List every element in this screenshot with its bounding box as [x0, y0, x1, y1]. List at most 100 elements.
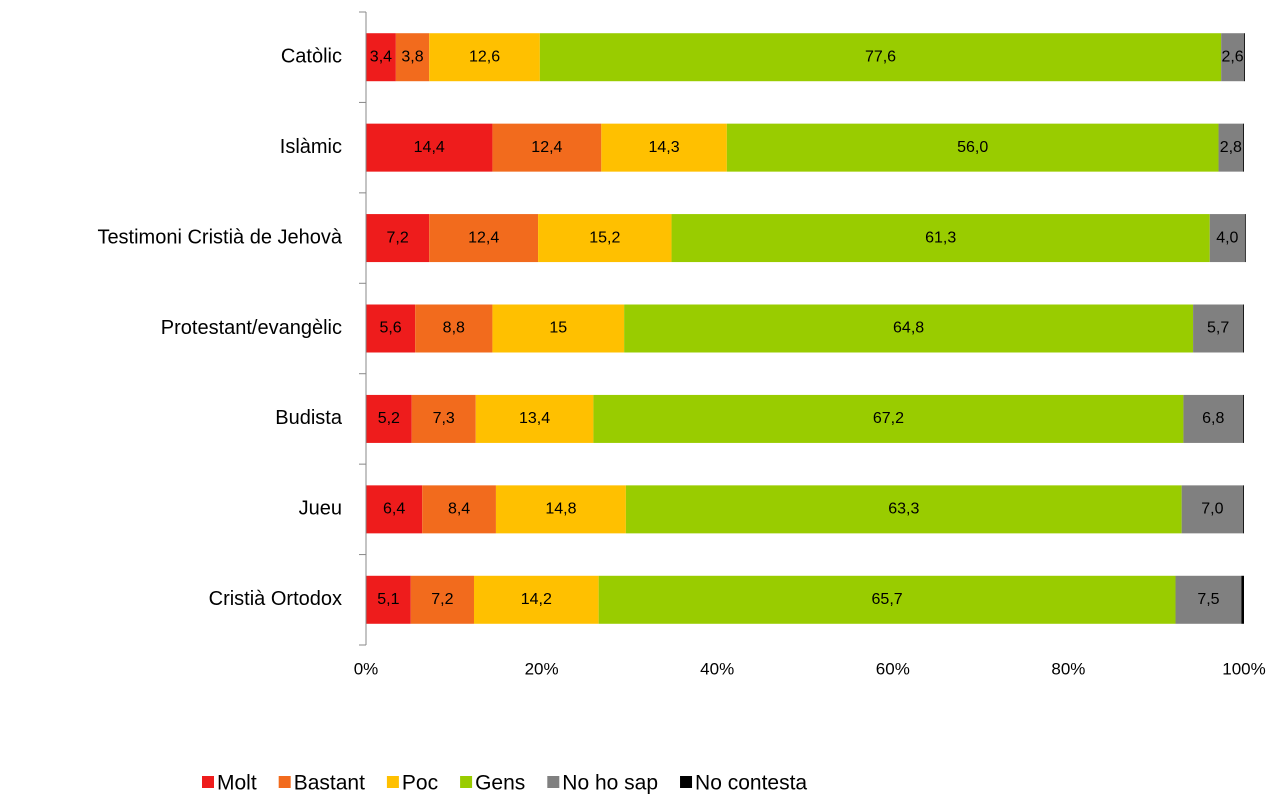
bar-segment [539, 33, 1222, 82]
legend-label: Bastant [294, 772, 365, 795]
category-label: Islàmic [280, 136, 342, 158]
legend-swatch [547, 776, 560, 788]
bar-segment [1244, 214, 1246, 263]
data-label: 5,6 [379, 320, 401, 337]
bar-segment [366, 304, 416, 353]
bar-segment [1183, 394, 1244, 443]
data-label: 6,8 [1202, 410, 1224, 427]
bar-segment [366, 575, 411, 624]
bar-segment [1221, 33, 1244, 82]
data-label: 14,4 [414, 139, 445, 156]
data-label: 13,4 [519, 410, 550, 427]
x-tick-label: 80% [1051, 659, 1085, 678]
bar-segment [429, 214, 539, 263]
data-label: 3,4 [370, 48, 392, 65]
data-label: 7,2 [431, 591, 453, 608]
data-label: 15,2 [589, 229, 620, 246]
bar-segment [1243, 304, 1244, 353]
bar-segment [495, 485, 626, 534]
data-label: 2,8 [1220, 139, 1242, 156]
bar-segment [593, 394, 1184, 443]
bar-segment [601, 123, 727, 172]
bar-segment [1244, 33, 1245, 82]
data-label: 7,0 [1201, 501, 1223, 518]
legend-swatch [278, 776, 291, 788]
category-label: Testimoni Cristià de Jehovà [97, 226, 342, 248]
data-label: 12,6 [469, 48, 500, 65]
bar-segment [1243, 485, 1244, 534]
legend-label: Poc [402, 772, 438, 795]
legend-label: Gens [475, 772, 525, 795]
bar-segment [366, 214, 430, 263]
data-label: 67,2 [873, 410, 904, 427]
bar-segment [366, 394, 412, 443]
data-label: 61,3 [925, 229, 956, 246]
data-label: 5,1 [377, 591, 399, 608]
data-label: 65,7 [872, 591, 903, 608]
bar-segment [1243, 123, 1244, 172]
bar-segment [410, 575, 474, 624]
data-label: 64,8 [893, 320, 924, 337]
bar-segment [366, 33, 396, 82]
x-tick-label: 20% [525, 659, 559, 678]
data-label: 12,4 [531, 139, 562, 156]
bar-segment [366, 485, 423, 534]
bar-segment [1175, 575, 1242, 624]
bar-segment [625, 485, 1182, 534]
bar-segment [1243, 394, 1244, 443]
category-label: Protestant/evangèlic [161, 317, 342, 339]
data-label: 8,4 [448, 501, 470, 518]
x-tick-label: 0% [354, 659, 379, 678]
data-label: 7,3 [433, 410, 455, 427]
category-label: Cristià Ortodox [209, 588, 342, 610]
data-label: 5,2 [378, 410, 400, 427]
legend-swatch [202, 776, 214, 788]
legend-swatch [460, 776, 473, 788]
bar-segment [366, 123, 493, 172]
data-label: 14,8 [545, 501, 576, 518]
bar-segment [1193, 304, 1244, 353]
bar-segment [1209, 214, 1245, 263]
bar-segment [422, 485, 496, 534]
bar-segment [395, 33, 430, 82]
data-label: 15 [549, 320, 567, 337]
bar-segment [492, 304, 625, 353]
x-tick-label: 40% [700, 659, 734, 678]
category-label: Jueu [299, 498, 342, 520]
bar-segment [411, 394, 476, 443]
data-label: 12,4 [468, 229, 499, 246]
bar-segment [1181, 485, 1244, 534]
data-label: 3,8 [401, 48, 423, 65]
x-tick-label: 60% [876, 659, 910, 678]
bar-segment [475, 394, 594, 443]
data-label: 77,6 [865, 48, 896, 65]
data-label: 14,2 [521, 591, 552, 608]
bar-segment [671, 214, 1210, 263]
data-label: 6,4 [383, 501, 405, 518]
legend-swatch [386, 776, 399, 788]
x-tick-label: 100% [1222, 659, 1265, 678]
legend-swatch [680, 776, 693, 788]
bar-segment [598, 575, 1176, 624]
data-label: 2,6 [1221, 48, 1243, 65]
bar-segment [538, 214, 672, 263]
bar-segment [429, 33, 540, 82]
category-label: Catòlic [281, 45, 342, 67]
data-label: 4,0 [1216, 229, 1238, 246]
data-label: 56,0 [957, 139, 988, 156]
bar-segment [473, 575, 599, 624]
bar-segment [492, 123, 602, 172]
data-label: 5,7 [1207, 320, 1229, 337]
data-label: 7,2 [386, 229, 408, 246]
data-label: 63,3 [888, 501, 919, 518]
category-label: Budista [275, 407, 343, 429]
bar-segment [1218, 123, 1244, 172]
data-label: 14,3 [649, 139, 680, 156]
bar-segment [624, 304, 1194, 353]
data-label: 7,5 [1197, 591, 1219, 608]
bar-segment [726, 123, 1219, 172]
bar-segment [415, 304, 493, 353]
legend-label: Molt [217, 772, 257, 795]
data-label: 8,8 [443, 320, 465, 337]
